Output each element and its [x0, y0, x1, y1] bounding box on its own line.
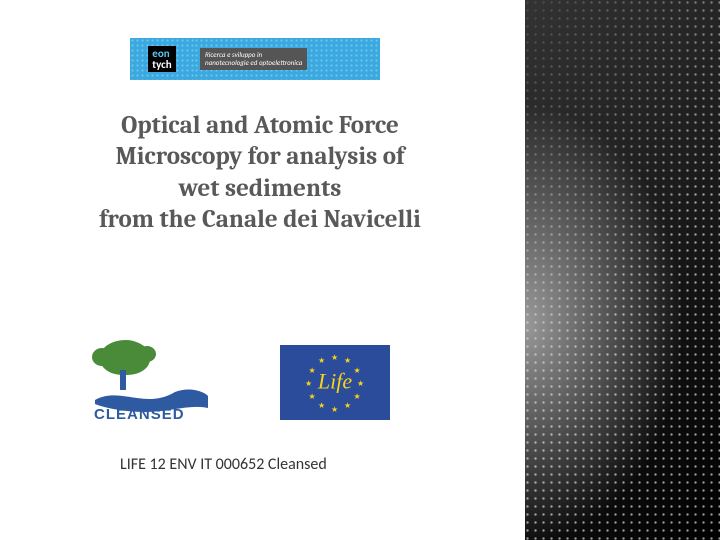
star-icon: ★ — [357, 379, 364, 389]
star-icon: ★ — [344, 401, 351, 411]
star-icon: ★ — [308, 392, 315, 402]
tagline-line2: nanotecnologie ed optoelettronica — [205, 58, 302, 67]
title-line-2: Microscopy for analysis of — [60, 141, 460, 172]
title-line-4: from the Canale dei Navicelli — [60, 204, 460, 235]
side-gap — [503, 0, 525, 540]
title-line-1: Optical and Atomic Force — [60, 110, 460, 141]
decorative-side-panel — [525, 0, 720, 540]
star-icon: ★ — [354, 392, 361, 402]
footer-reference: LIFE 12 ENV IT 000652 Cleansed — [120, 455, 327, 474]
eontych-tagline-text: Ricerca e sviluppo in nanotecnologie ed … — [200, 48, 307, 71]
cleansed-word: CLEANSED — [94, 406, 185, 423]
cleansed-logo: CLEANSED — [80, 340, 220, 430]
eontych-logo-text: eon tych — [148, 46, 175, 72]
life-logo: ★★★★★★★★★★★★ Life — [280, 345, 390, 420]
eontych-logo-mark: eon tych — [130, 38, 194, 80]
star-icon: ★ — [331, 405, 338, 415]
logo-tych: tych — [152, 58, 171, 71]
star-icon: ★ — [354, 366, 361, 376]
slide-content-area: eon tych Ricerca e sviluppo in nanotecno… — [0, 0, 500, 540]
star-icon: ★ — [331, 353, 338, 363]
star-icon: ★ — [305, 379, 312, 389]
star-icon: ★ — [344, 356, 351, 366]
title-line-3: wet sediments — [60, 173, 460, 204]
cleansed-logo-text: CLEANSED — [94, 406, 185, 423]
life-logo-text: Life — [318, 368, 352, 394]
eontych-logo: eon tych Ricerca e sviluppo in nanotecno… — [130, 38, 380, 80]
star-icon: ★ — [308, 366, 315, 376]
star-icon: ★ — [318, 356, 325, 366]
star-icon: ★ — [318, 401, 325, 411]
slide-title: Optical and Atomic Force Microscopy for … — [60, 110, 460, 235]
eontych-logo-tagline: Ricerca e sviluppo in nanotecnologie ed … — [194, 38, 380, 80]
